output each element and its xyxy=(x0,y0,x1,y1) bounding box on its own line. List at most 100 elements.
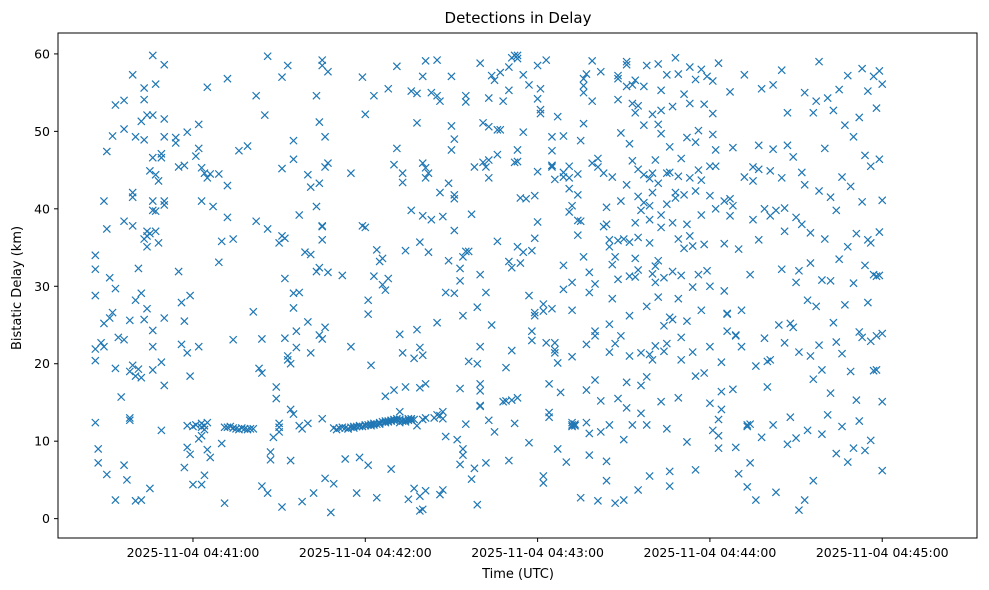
data-point xyxy=(585,451,594,460)
data-point xyxy=(648,355,657,364)
data-point xyxy=(375,418,384,427)
data-point xyxy=(111,496,120,505)
data-point xyxy=(748,215,758,224)
data-point xyxy=(639,121,648,130)
data-point xyxy=(125,413,134,422)
data-point xyxy=(760,334,769,343)
data-point xyxy=(593,496,602,505)
data-point xyxy=(183,443,192,452)
x-tick-label: 2025-11-04 04:43:00 xyxy=(471,545,604,560)
data-point xyxy=(570,421,579,430)
data-point xyxy=(809,476,818,485)
data-point xyxy=(223,74,232,83)
data-point xyxy=(306,348,315,357)
data-point xyxy=(806,351,815,361)
data-point xyxy=(659,347,668,356)
data-point xyxy=(751,362,760,371)
data-point xyxy=(728,201,737,210)
data-point xyxy=(257,334,266,343)
data-point xyxy=(837,422,847,431)
data-point xyxy=(533,61,542,70)
data-point xyxy=(809,375,818,384)
data-point xyxy=(524,80,534,89)
data-point xyxy=(835,255,844,264)
data-point xyxy=(318,334,327,343)
data-point xyxy=(533,217,542,227)
data-point xyxy=(441,288,450,297)
data-point xyxy=(421,413,430,422)
data-point xyxy=(668,102,677,111)
data-point xyxy=(651,262,660,271)
data-point xyxy=(407,414,416,423)
data-point xyxy=(783,141,792,150)
data-point xyxy=(829,318,838,327)
data-point xyxy=(582,386,591,395)
data-point xyxy=(479,158,488,167)
data-point xyxy=(642,302,651,311)
data-point xyxy=(579,119,588,128)
y-tick-label: 40 xyxy=(34,201,50,216)
data-point xyxy=(559,261,568,270)
data-point xyxy=(565,207,574,216)
data-point xyxy=(757,84,766,93)
data-point xyxy=(143,242,152,251)
data-point xyxy=(613,275,623,284)
data-point xyxy=(499,97,508,106)
data-point xyxy=(188,480,198,489)
data-point xyxy=(625,139,634,148)
data-point xyxy=(746,270,755,279)
data-point xyxy=(579,81,588,90)
data-point xyxy=(131,296,140,305)
data-point xyxy=(435,490,444,499)
data-point xyxy=(562,458,571,467)
data-point xyxy=(832,338,841,347)
data-point xyxy=(815,57,824,66)
data-point xyxy=(214,258,223,267)
data-point xyxy=(447,145,456,154)
data-point xyxy=(326,508,335,517)
data-point xyxy=(160,381,169,390)
data-point xyxy=(476,402,485,411)
data-point xyxy=(616,197,625,206)
data-point xyxy=(858,333,867,342)
data-point xyxy=(217,439,226,448)
data-point xyxy=(117,393,126,402)
data-point xyxy=(444,179,453,188)
data-point xyxy=(361,223,370,232)
data-point xyxy=(700,240,709,249)
data-point xyxy=(355,453,364,462)
data-point xyxy=(433,318,442,327)
data-point xyxy=(323,67,332,76)
data-point xyxy=(875,228,884,237)
data-point xyxy=(369,91,378,100)
data-point xyxy=(568,306,577,315)
data-point xyxy=(122,475,131,484)
data-point xyxy=(415,383,424,392)
data-point xyxy=(634,233,643,242)
data-point xyxy=(852,396,861,405)
data-point xyxy=(125,316,134,325)
data-point xyxy=(131,372,140,381)
data-point xyxy=(616,128,625,137)
data-point xyxy=(714,431,723,440)
data-point xyxy=(303,317,312,326)
data-point xyxy=(145,166,154,175)
data-point xyxy=(318,414,327,423)
data-point xyxy=(312,91,321,100)
data-point xyxy=(476,342,485,351)
data-point xyxy=(645,350,654,359)
data-point xyxy=(539,300,548,309)
data-point xyxy=(860,446,870,455)
data-point xyxy=(657,210,666,220)
data-point xyxy=(748,162,758,172)
data-point xyxy=(493,150,502,159)
data-point xyxy=(794,348,803,357)
data-point xyxy=(338,423,347,432)
data-point xyxy=(418,505,427,514)
data-point xyxy=(568,278,577,287)
data-point xyxy=(102,147,111,156)
data-point xyxy=(872,104,881,113)
data-point xyxy=(275,423,284,432)
data-point xyxy=(157,358,166,367)
data-point xyxy=(636,381,646,390)
